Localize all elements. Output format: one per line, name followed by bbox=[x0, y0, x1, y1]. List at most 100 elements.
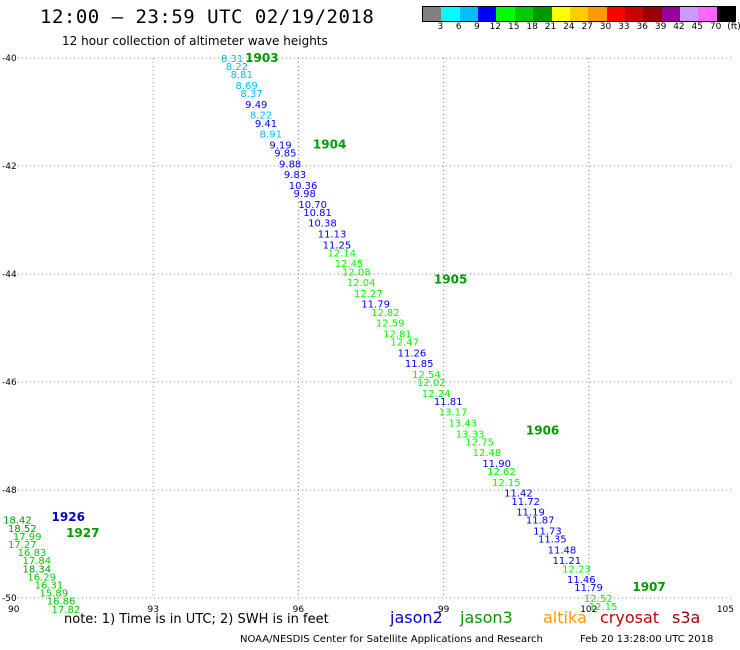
wave-height-point: 12.27 bbox=[354, 289, 383, 300]
wave-height-point: 10.38 bbox=[308, 219, 337, 230]
wave-height-point: 8.69 bbox=[235, 81, 257, 92]
legend-label: 24 bbox=[563, 22, 575, 32]
page-subtitle: 12 hour collection of altimeter wave hei… bbox=[62, 34, 328, 48]
wave-height-point: 11.85 bbox=[405, 359, 434, 370]
wave-height-point: 12.59 bbox=[376, 319, 405, 330]
legend-label: 36 bbox=[636, 22, 648, 32]
legend-swatch bbox=[514, 7, 534, 21]
wave-height-point: 10.81 bbox=[303, 208, 332, 219]
wave-height-point: 12.15 bbox=[492, 478, 521, 489]
wave-height-point: 11.21 bbox=[553, 556, 582, 567]
legend-label: 27 bbox=[581, 22, 593, 32]
wave-height-point: 9.85 bbox=[274, 149, 296, 160]
wave-height-point: 17.99 bbox=[13, 532, 42, 543]
legend-swatch bbox=[569, 7, 589, 21]
wave-height-point: 11.46 bbox=[567, 575, 596, 586]
legend-swatch bbox=[698, 7, 717, 21]
wave-height-point: 11.79 bbox=[574, 583, 603, 594]
wave-height-point: 11.90 bbox=[482, 459, 511, 470]
axis-ticks: 90 93 96 99 102 105 -40 -42 -44 -46 -48 -50 bbox=[2, 54, 734, 615]
wave-height-point: 11.81 bbox=[434, 397, 463, 408]
legend-swatch bbox=[588, 7, 607, 21]
legend-swatch bbox=[551, 7, 570, 21]
legend-label: 39 bbox=[654, 22, 667, 32]
wave-height-point: 12.04 bbox=[347, 278, 376, 289]
time-label: 1903 bbox=[245, 51, 278, 65]
page-title: 12:00 – 23:59 UTC 02/19/2018 bbox=[40, 6, 375, 28]
wave-height-point: 9.19 bbox=[269, 140, 291, 151]
legend-label: 21 bbox=[544, 22, 557, 32]
legend-label: 45 bbox=[691, 22, 704, 32]
time-label: 1926 bbox=[52, 510, 85, 524]
wave-height-point: 18.52 bbox=[8, 524, 37, 535]
time-label: 1927 bbox=[66, 526, 99, 540]
wave-height-point: 18.42 bbox=[3, 516, 32, 527]
wave-height-point: 11.79 bbox=[361, 300, 390, 311]
legend-swatch bbox=[478, 7, 497, 21]
wave-height-point: 10.70 bbox=[298, 200, 327, 211]
footer-credit: NOAA/NESDIS Center for Satellite Applica… bbox=[240, 634, 543, 645]
legend-swatch bbox=[441, 7, 460, 21]
wave-height-point: 11.25 bbox=[323, 240, 352, 251]
wave-height-point: 13.43 bbox=[448, 419, 477, 430]
satellite-jason2: jason2 bbox=[390, 608, 443, 627]
wave-height-point: 17.27 bbox=[8, 540, 37, 551]
x-tick-label: 102 bbox=[580, 605, 597, 615]
wave-height-color-legend bbox=[422, 6, 736, 22]
wave-height-point: 17.84 bbox=[23, 556, 52, 567]
legend-label: 6 bbox=[455, 22, 462, 32]
y-tick-label: -42 bbox=[2, 162, 17, 172]
y-tick-label: -44 bbox=[2, 270, 17, 280]
footer-date: Feb 20 13:28:00 UTC 2018 bbox=[580, 634, 714, 645]
y-tick-label: -46 bbox=[2, 378, 17, 388]
wave-height-point: 17.82 bbox=[52, 605, 81, 616]
wave-height-point: 11.26 bbox=[398, 348, 427, 359]
legend-swatch bbox=[643, 7, 662, 21]
wave-height-point: 12.47 bbox=[390, 338, 419, 349]
y-tick-label: -48 bbox=[2, 486, 17, 496]
wave-height-point: 9.49 bbox=[245, 100, 267, 111]
wave-height-point: 11.72 bbox=[511, 497, 540, 508]
wave-height-point: 12.24 bbox=[422, 389, 451, 400]
wave-height-point: 12.48 bbox=[473, 448, 502, 459]
wave-height-point: 8.37 bbox=[240, 89, 262, 100]
wave-height-point: 8.22 bbox=[226, 62, 248, 73]
wave-height-point: 12.02 bbox=[417, 378, 446, 389]
wave-height-point: 12.54 bbox=[412, 370, 441, 381]
wave-height-point: 11.87 bbox=[526, 516, 555, 527]
grid-lines bbox=[18, 57, 734, 599]
time-label: 1904 bbox=[313, 137, 346, 151]
wave-height-point: 16.31 bbox=[35, 581, 64, 592]
time-label: 1905 bbox=[434, 272, 467, 286]
wave-height-point: 18.34 bbox=[23, 564, 52, 575]
satellite-cryosat: cryosat bbox=[600, 608, 660, 627]
wave-height-point: 16.86 bbox=[47, 597, 76, 608]
wave-height-point: 9.98 bbox=[294, 189, 316, 200]
legend-label: 42 bbox=[673, 22, 685, 32]
wave-height-point: 12.08 bbox=[342, 267, 371, 278]
wave-height-point: 10.36 bbox=[289, 181, 318, 192]
legend-label: (ft) bbox=[727, 22, 740, 32]
legend-swatch bbox=[423, 7, 442, 21]
wave-height-point: 8.22 bbox=[250, 111, 272, 122]
legend-label: 12 bbox=[489, 22, 502, 32]
legend-swatch bbox=[680, 7, 699, 21]
legend-label: 9 bbox=[474, 22, 480, 32]
wave-height-point: 12.15 bbox=[589, 602, 618, 613]
x-tick-label: 93 bbox=[147, 605, 158, 615]
y-tick-label: -40 bbox=[2, 54, 17, 64]
legend-label: 70 bbox=[709, 22, 722, 32]
legend-swatch bbox=[459, 7, 479, 21]
satellite-altika: altika bbox=[543, 608, 587, 627]
legend-swatch bbox=[716, 7, 736, 21]
wave-height-point: 16.29 bbox=[27, 572, 56, 583]
wave-height-legend-labels: 3 6 9 12 15 18 21 24 27 30 33 36 39 42 45 70 (ft) bbox=[422, 22, 740, 34]
legend-label: 3 bbox=[437, 22, 444, 32]
legend-swatch bbox=[661, 7, 681, 21]
wave-height-point: 12.82 bbox=[371, 308, 400, 319]
wave-height-point: 12.81 bbox=[383, 329, 412, 340]
satellite-s3a: s3a bbox=[672, 608, 701, 627]
wave-height-point: 12.62 bbox=[487, 467, 516, 478]
wave-height-point: 12.45 bbox=[335, 259, 364, 270]
